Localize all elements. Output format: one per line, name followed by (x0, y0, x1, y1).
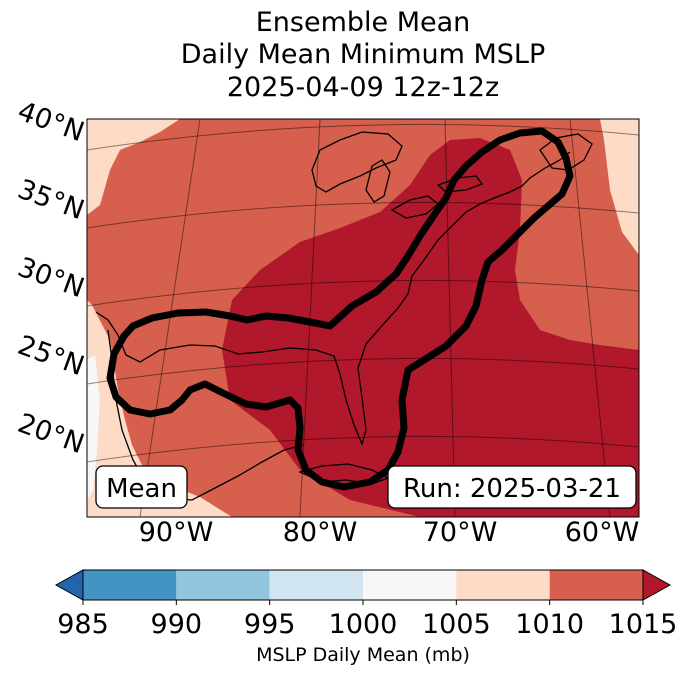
map-panel (87, 119, 639, 517)
colorbar-extend-low (54, 569, 84, 601)
lon-label-60w: 60°W (565, 517, 640, 548)
colorbar-extend-high (642, 569, 672, 601)
lat-label-30: 30°N (14, 252, 89, 304)
field-dark-region (222, 138, 639, 517)
run-box: Run: 2025-03-21 (387, 465, 637, 509)
map-frame (86, 118, 640, 518)
colorbar-tick-label-1015: 1015 (609, 609, 678, 640)
colorbar-bin-985-990 (83, 570, 177, 600)
colorbar-tick-label-1000: 1000 (329, 609, 398, 640)
run-box-text: Run: 2025-03-21 (403, 474, 621, 504)
lon-label-70w: 70°W (423, 517, 498, 548)
colorbar-label: MSLP Daily Mean (mb) (256, 644, 470, 666)
colorbar-bin-995-1000 (269, 570, 363, 600)
contour-line (106, 127, 574, 491)
title-line-1: Ensemble Mean (256, 7, 471, 38)
colorbar-tick-label-1005: 1005 (422, 609, 491, 640)
colorbar-bin-1000-1005 (363, 570, 457, 600)
colorbar-tick-label-1010: 1010 (515, 609, 584, 640)
mean-box: Mean (95, 465, 188, 509)
title-line-2: Daily Mean Minimum MSLP (181, 39, 546, 70)
lat-label-25: 25°N (14, 330, 89, 382)
colorbar-bin-1010-1015 (549, 570, 643, 600)
lat-label-40: 40°N (14, 96, 89, 148)
lat-label-35: 35°N (14, 174, 89, 226)
title-line-3: 2025-04-09 12z-12z (227, 72, 499, 103)
white-strip (87, 355, 100, 500)
colorbar-bin-1005-1010 (456, 570, 550, 600)
lon-label-80w: 80°W (283, 517, 358, 548)
colorbar-tick-label-985: 985 (57, 609, 109, 640)
colorbar-tick-label-990: 990 (151, 609, 203, 640)
colorbar-tick-label-995: 995 (244, 609, 296, 640)
lon-label-90w: 90°W (139, 517, 214, 548)
mean-box-text: Mean (106, 474, 177, 504)
lat-label-20: 20°N (14, 408, 89, 460)
colorbar-bin-990-995 (176, 570, 270, 600)
colorbar: 985 990 995 1000 1005 1010 1015 (54, 569, 678, 640)
